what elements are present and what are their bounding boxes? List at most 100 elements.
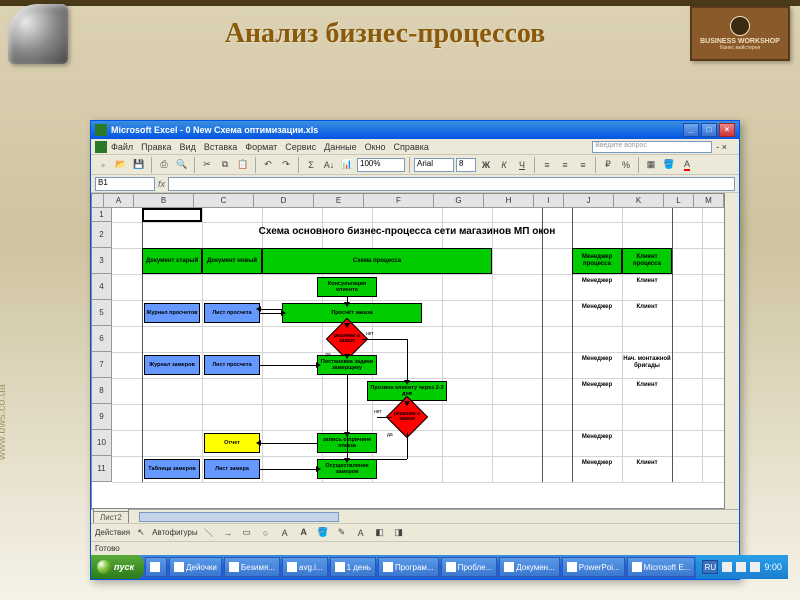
sort-asc-icon[interactable]: A↓ — [321, 157, 337, 173]
shadow-icon[interactable]: ◧ — [372, 525, 388, 541]
selected-cell[interactable] — [142, 208, 202, 222]
col-header-F[interactable]: F — [364, 194, 434, 207]
wordart-icon[interactable]: 𝐀 — [296, 525, 312, 541]
currency-icon[interactable]: ₽ — [600, 157, 616, 173]
menu-Вставка[interactable]: Вставка — [204, 142, 237, 152]
close-button[interactable]: × — [719, 123, 735, 137]
fill-icon[interactable]: 🪣 — [315, 525, 331, 541]
3d-icon[interactable]: ◨ — [391, 525, 407, 541]
menu-Справка[interactable]: Справка — [394, 142, 429, 152]
menu-Правка[interactable]: Правка — [141, 142, 171, 152]
col-header-D[interactable]: D — [254, 194, 314, 207]
taskbar-item-5[interactable]: Програм... — [378, 557, 439, 577]
align-left-icon[interactable]: ≡ — [539, 157, 555, 173]
taskbar-item-2[interactable]: Безимя... — [224, 557, 280, 577]
col-header-C[interactable]: C — [194, 194, 254, 207]
arrow-icon[interactable]: → — [220, 525, 236, 541]
row-header-7[interactable]: 7 — [92, 352, 112, 378]
borders-icon[interactable]: ▦ — [643, 157, 659, 173]
col-header-L[interactable]: L — [664, 194, 694, 207]
h-scroll-thumb[interactable] — [139, 512, 339, 522]
tray-icon-3[interactable] — [750, 562, 760, 572]
align-right-icon[interactable]: ≡ — [575, 157, 591, 173]
print-icon[interactable]: ⎙ — [156, 157, 172, 173]
row-header-9[interactable]: 9 — [92, 404, 112, 430]
col-header-J[interactable]: J — [564, 194, 614, 207]
textbox-icon[interactable]: A — [277, 525, 293, 541]
worksheet-area[interactable]: ABCDEFGHIJKLM 1234567891011 Схема основн… — [91, 193, 725, 509]
col-header-B[interactable]: B — [134, 194, 194, 207]
titlebar[interactable]: Microsoft Excel - 0 New Схема оптимизаци… — [91, 121, 739, 139]
row-header-8[interactable]: 8 — [92, 378, 112, 404]
clock[interactable]: 9:00 — [764, 562, 782, 572]
fx-label[interactable]: fx — [158, 179, 165, 189]
select-all-corner[interactable] — [92, 194, 104, 207]
autoshapes-menu[interactable]: Автофигуры — [152, 528, 198, 537]
minimize-button[interactable]: _ — [683, 123, 699, 137]
align-center-icon[interactable]: ≡ — [557, 157, 573, 173]
menu-help-x[interactable]: - × — [716, 142, 727, 152]
row-header-5[interactable]: 5 — [92, 300, 112, 326]
row-header-6[interactable]: 6 — [92, 326, 112, 352]
font-size-select[interactable]: 8 — [456, 158, 476, 172]
formula-input[interactable] — [168, 177, 735, 191]
row-header-11[interactable]: 11 — [92, 456, 112, 482]
line-color-icon[interactable]: ✎ — [334, 525, 350, 541]
col-header-A[interactable]: A — [104, 194, 134, 207]
col-header-I[interactable]: I — [534, 194, 564, 207]
menu-Данные[interactable]: Данные — [324, 142, 357, 152]
taskbar-item-6[interactable]: Пробле... — [441, 557, 498, 577]
preview-icon[interactable]: 🔍 — [174, 157, 190, 173]
font-color-icon-2[interactable]: A — [353, 525, 369, 541]
save-icon[interactable]: 💾 — [131, 157, 147, 173]
menu-Вид[interactable]: Вид — [180, 142, 196, 152]
vertical-scrollbar[interactable] — [724, 194, 725, 508]
undo-icon[interactable]: ↶ — [260, 157, 276, 173]
name-box[interactable]: B1 — [95, 177, 155, 191]
taskbar-item-4[interactable]: 1 день — [330, 557, 376, 577]
bold-icon[interactable]: Ж — [478, 157, 494, 173]
col-header-M[interactable]: M — [694, 194, 724, 207]
taskbar-item-1[interactable]: Дейочки — [169, 557, 222, 577]
row-header-10[interactable]: 10 — [92, 430, 112, 456]
row-header-4[interactable]: 4 — [92, 274, 112, 300]
col-header-G[interactable]: G — [434, 194, 484, 207]
italic-icon[interactable]: К — [496, 157, 512, 173]
tray-icon-2[interactable] — [736, 562, 746, 572]
copy-icon[interactable]: ⧉ — [217, 157, 233, 173]
cut-icon[interactable]: ✂ — [199, 157, 215, 173]
open-icon[interactable]: 📂 — [113, 157, 129, 173]
paste-icon[interactable]: 📋 — [235, 157, 251, 173]
taskbar-item-7[interactable]: Докумен... — [499, 557, 560, 577]
language-indicator[interactable]: RU — [702, 560, 718, 574]
font-name-select[interactable]: Arial — [414, 158, 454, 172]
fill-color-icon[interactable]: 🪣 — [661, 157, 677, 173]
system-tray[interactable]: RU 9:00 — [696, 555, 788, 579]
col-header-K[interactable]: K — [614, 194, 664, 207]
horizontal-scrollbar[interactable] — [135, 511, 739, 523]
menu-Формат[interactable]: Формат — [245, 142, 277, 152]
menu-Сервис[interactable]: Сервис — [285, 142, 316, 152]
new-icon[interactable]: ▫ — [95, 157, 111, 173]
oval-icon[interactable]: ○ — [258, 525, 274, 541]
sheet-tab-Лист2[interactable]: Лист2 — [93, 511, 129, 523]
font-color-icon[interactable]: A — [679, 157, 695, 173]
taskbar-item-9[interactable]: Microsoft E... — [627, 557, 696, 577]
taskbar-item-8[interactable]: PowerPoi... — [562, 557, 625, 577]
chart-icon[interactable]: 📊 — [339, 157, 355, 173]
zoom-select[interactable]: 100% — [357, 158, 405, 172]
col-header-E[interactable]: E — [314, 194, 364, 207]
tray-icon-1[interactable] — [722, 562, 732, 572]
row-header-3[interactable]: 3 — [92, 248, 112, 274]
menu-Окно[interactable]: Окно — [365, 142, 386, 152]
sum-icon[interactable]: Σ — [303, 157, 319, 173]
menu-Файл[interactable]: Файл — [111, 142, 133, 152]
cells-canvas[interactable]: Схема основного бизнес-процесса сети маг… — [112, 208, 724, 482]
taskbar-item-3[interactable]: avg.i... — [282, 557, 328, 577]
help-question-input[interactable]: Введите вопрос — [592, 141, 712, 153]
taskbar-item-0[interactable] — [145, 557, 167, 577]
select-arrow-icon[interactable]: ↖ — [133, 525, 149, 541]
row-header-1[interactable]: 1 — [92, 208, 112, 222]
start-button[interactable]: пуск — [91, 555, 144, 579]
maximize-button[interactable]: □ — [701, 123, 717, 137]
